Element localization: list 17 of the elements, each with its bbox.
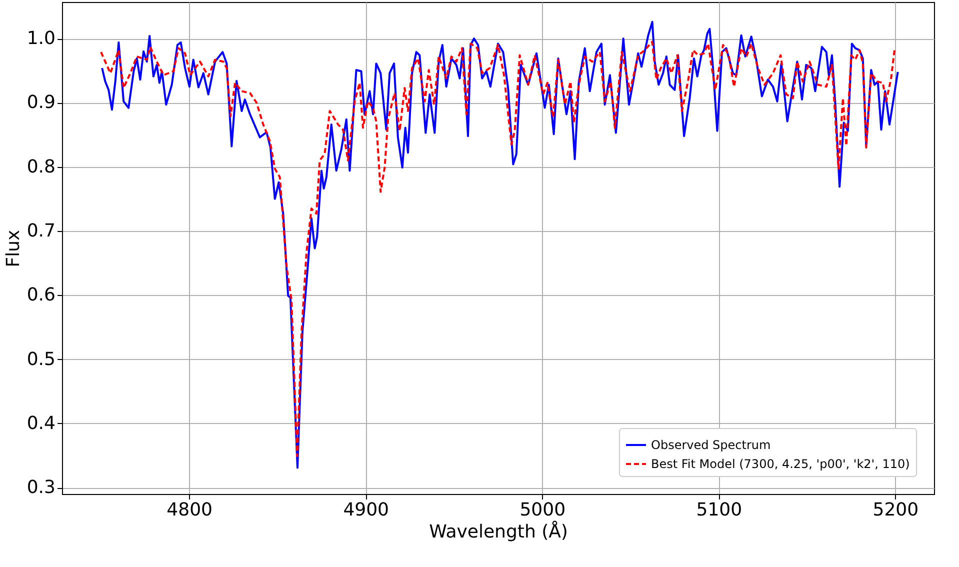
y-tick-label: 0.8 (26, 156, 56, 178)
x-tick-label: 4800 (166, 500, 212, 520)
y-tick-label: 0.6 (26, 284, 56, 306)
y-tick-label: 0.3 (26, 477, 56, 498)
y-tick-label: 0.9 (26, 92, 56, 114)
y-axis-title: Flux (2, 229, 24, 268)
x-tick-label: 5000 (520, 500, 566, 520)
y-tick-label: 0.5 (26, 348, 56, 370)
y-tick-label: 1.0 (26, 28, 56, 50)
legend-label: Best Fit Model (7300, 4.25, 'p00', 'k2', 110) (651, 457, 910, 471)
x-tick-label: 5200 (872, 500, 919, 520)
x-tick-label: 4900 (343, 500, 390, 520)
y-tick-label: 0.4 (26, 412, 56, 434)
x-tick-label: 5100 (696, 500, 742, 520)
x-axis-title: Wavelength (Å) (429, 520, 568, 542)
legend-label: Observed Spectrum (651, 438, 771, 452)
y-tick-label: 0.7 (26, 220, 56, 242)
